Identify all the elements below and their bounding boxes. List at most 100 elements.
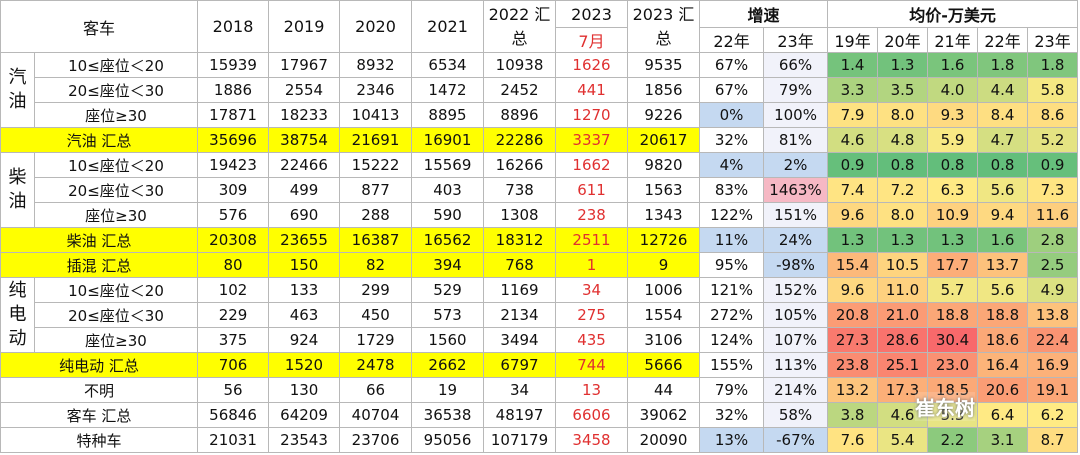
volume-cell: 16266 — [483, 152, 557, 178]
row-label: 10≤座位＜20 — [33, 52, 199, 78]
volume-cell: 66 — [339, 377, 413, 403]
volume-cell: 768 — [483, 252, 557, 278]
volume-cell: 23706 — [339, 427, 413, 453]
volume-cell: 441 — [555, 77, 629, 103]
price-cell: 0.8 — [977, 152, 1029, 178]
volume-cell: 17871 — [197, 102, 270, 128]
table-row: 柴油 10≤座位＜20 19423 22466 15222 15569 16266 1662 9… — [0, 152, 1079, 228]
volume-cell: 9226 — [627, 102, 701, 128]
volume-cell: 18233 — [268, 102, 341, 128]
watermark: 崔东树 — [915, 392, 975, 421]
volume-cell: 80 — [197, 252, 270, 278]
price-cell: 18.6 — [977, 327, 1029, 353]
volume-cell: 34 — [555, 277, 629, 303]
price-cell: 0.9 — [827, 152, 879, 178]
volume-cell: 150 — [268, 252, 341, 278]
growth-cell: 121% — [699, 277, 765, 303]
volume-cell: 64209 — [268, 402, 341, 428]
price-cell: 1.8 — [977, 52, 1029, 78]
price-header: 均价-万美元 — [827, 0, 1079, 28]
volume-cell: 1856 — [627, 77, 701, 103]
volume-cell: 2346 — [339, 77, 413, 103]
volume-cell: 738 — [483, 177, 557, 203]
price-cell: 4.7 — [977, 127, 1029, 153]
price-cell: 23.8 — [827, 352, 879, 378]
growth-cell: 83% — [699, 177, 765, 203]
growth-cell: 13% — [699, 427, 765, 453]
volume-cell: 107179 — [483, 427, 557, 453]
price-cell: 5.6 — [977, 177, 1029, 203]
volume-cell: 1554 — [627, 302, 701, 328]
growth-cell: 122% — [699, 202, 765, 228]
volume-cell: 23543 — [268, 427, 341, 453]
price-cell: 6.4 — [977, 402, 1029, 428]
year-header: 2023 — [555, 0, 629, 28]
price-cell: 6.2 — [1027, 402, 1079, 428]
volume-cell: 576 — [197, 202, 270, 228]
growth-cell: -98% — [763, 252, 829, 278]
growth-cell: 4% — [699, 152, 765, 178]
volume-cell: 133 — [268, 277, 341, 303]
price-cell: 4.4 — [977, 77, 1029, 103]
price-cell: 4.6 — [827, 127, 879, 153]
price-cell: 5.4 — [877, 427, 929, 453]
growth-cell: 0% — [699, 102, 765, 128]
growth-cell: 66% — [763, 52, 829, 78]
price-cell: 1.3 — [827, 227, 879, 253]
volume-cell: 706 — [197, 352, 270, 378]
price-cell: 2.8 — [1027, 227, 1079, 253]
year-header: 2018 — [197, 0, 270, 53]
volume-cell: 56 — [197, 377, 270, 403]
volume-cell: 403 — [411, 177, 485, 203]
volume-cell: 288 — [339, 202, 413, 228]
volume-cell: 15569 — [411, 152, 485, 178]
group-label: 汽油 — [0, 52, 35, 128]
volume-cell: 309 — [197, 177, 270, 203]
growth-cell: 95% — [699, 252, 765, 278]
volume-cell: 20617 — [627, 127, 701, 153]
volume-cell: 529 — [411, 277, 485, 303]
group-label: 柴油 — [0, 152, 35, 228]
volume-cell: 3337 — [555, 127, 629, 153]
volume-cell: 1169 — [483, 277, 557, 303]
volume-cell: 1563 — [627, 177, 701, 203]
price-cell: 2.5 — [1027, 252, 1079, 278]
price-col: 21年 — [927, 27, 979, 53]
volume-cell: 35696 — [197, 127, 270, 153]
price-cell: 7.9 — [827, 102, 879, 128]
price-cell: 20.6 — [977, 377, 1029, 403]
row-label: 座位≥30 — [33, 327, 199, 353]
volume-cell: 10413 — [339, 102, 413, 128]
volume-cell: 1006 — [627, 277, 701, 303]
price-cell: 1.3 — [877, 227, 929, 253]
volume-cell: 394 — [411, 252, 485, 278]
price-cell: 5.7 — [927, 277, 979, 303]
price-cell: 3.5 — [877, 77, 929, 103]
growth-cell: 32% — [699, 127, 765, 153]
volume-cell: 463 — [268, 302, 341, 328]
volume-cell: 6534 — [411, 52, 485, 78]
volume-cell: 10938 — [483, 52, 557, 78]
year-header: 2021 — [411, 0, 485, 53]
price-cell: 7.2 — [877, 177, 929, 203]
price-cell: 0.9 — [1027, 152, 1079, 178]
price-cell: 10.9 — [927, 202, 979, 228]
price-cell: 18.8 — [977, 302, 1029, 328]
row-label: 座位≥30 — [33, 102, 199, 128]
growth-cell: 67% — [699, 77, 765, 103]
price-cell: 7.4 — [827, 177, 879, 203]
volume-cell: 21031 — [197, 427, 270, 453]
header-row: 客车 2018 2019 2020 2021 2022 汇总 2023 2023… — [0, 0, 1079, 53]
volume-cell: 1472 — [411, 77, 485, 103]
growth-cell: 113% — [763, 352, 829, 378]
volume-cell: 1729 — [339, 327, 413, 353]
row-label: 纯电动 汇总 — [0, 352, 199, 378]
volume-cell: 229 — [197, 302, 270, 328]
volume-cell: 9820 — [627, 152, 701, 178]
row-label: 柴油 汇总 — [0, 227, 199, 253]
price-cell: 4.6 — [877, 402, 929, 428]
table-row: 纯电动 10≤座位＜20 102 133 299 529 1169 34 1006 121% 152… — [0, 277, 1079, 353]
price-cell: 8.4 — [977, 102, 1029, 128]
price-cell: 3.8 — [827, 402, 879, 428]
price-col: 19年 — [827, 27, 879, 53]
